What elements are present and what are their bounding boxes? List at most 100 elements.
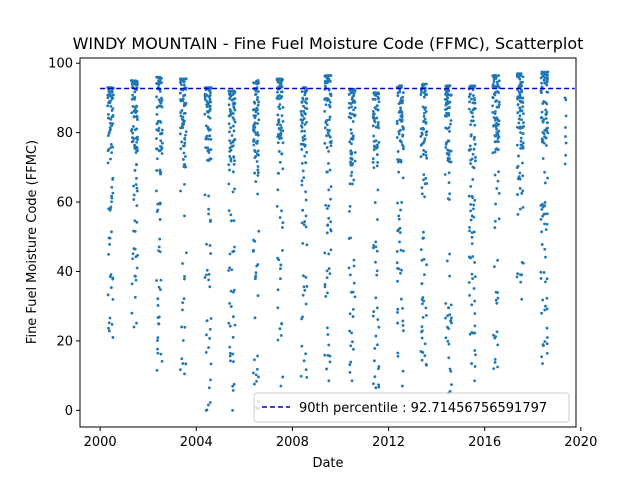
data-point (135, 176, 138, 180)
data-point (179, 114, 183, 118)
data-point (447, 89, 451, 93)
data-point (207, 272, 211, 276)
data-point (134, 183, 138, 186)
data-point (516, 111, 520, 115)
data-point (516, 193, 519, 196)
data-point (183, 141, 187, 145)
y-axis-label: Fine Fuel Moisture Code (FFMC) (25, 140, 40, 344)
data-point (449, 319, 452, 323)
data-point (253, 121, 257, 125)
data-point (278, 103, 282, 106)
data-point (110, 230, 113, 234)
data-point (255, 98, 259, 102)
data-point (421, 105, 425, 109)
data-point (229, 305, 233, 308)
data-point (473, 98, 476, 102)
data-point (327, 379, 331, 383)
data-point (305, 97, 309, 100)
data-point (181, 301, 185, 305)
data-point (543, 247, 547, 251)
data-point (516, 95, 520, 99)
data-point (419, 155, 423, 159)
data-point (183, 372, 186, 376)
data-point (181, 362, 185, 365)
data-point (135, 79, 139, 83)
data-point (230, 98, 234, 102)
data-point (276, 135, 280, 139)
data-point (495, 187, 499, 190)
data-point (106, 161, 110, 165)
data-point (155, 147, 159, 151)
data-point (277, 105, 281, 109)
data-point (446, 99, 449, 103)
data-point (325, 231, 329, 235)
data-point (135, 109, 139, 113)
data-point (300, 221, 304, 225)
data-point (377, 325, 381, 329)
data-point (133, 219, 137, 223)
data-point (424, 313, 428, 317)
data-point (401, 329, 405, 333)
data-point (518, 94, 522, 98)
data-point (347, 266, 351, 270)
y-tick-label: 60 (56, 196, 73, 211)
data-point (256, 133, 260, 137)
data-point (399, 97, 403, 100)
data-point (372, 91, 376, 95)
data-point (373, 201, 377, 204)
data-point (111, 93, 115, 97)
data-point (401, 324, 405, 327)
data-point (495, 301, 499, 305)
data-point (208, 89, 212, 93)
data-point (446, 96, 450, 100)
data-point (374, 386, 378, 390)
data-point (301, 241, 305, 245)
data-point (493, 112, 497, 116)
data-point (131, 136, 134, 139)
data-point (182, 151, 186, 155)
data-point (108, 243, 111, 246)
data-point (470, 242, 474, 246)
data-point (276, 306, 280, 310)
data-point (183, 137, 187, 141)
data-point (130, 311, 134, 315)
data-point (492, 333, 495, 337)
data-point (397, 130, 401, 133)
data-point (329, 197, 332, 201)
data-point (348, 210, 351, 213)
data-point (422, 111, 426, 115)
data-point (374, 260, 377, 264)
data-point (256, 139, 259, 143)
data-point (303, 100, 307, 104)
data-point (111, 114, 115, 117)
data-point (156, 297, 160, 301)
data-point (327, 149, 330, 153)
data-point (542, 271, 546, 274)
data-point (371, 97, 375, 101)
data-point (301, 315, 304, 319)
data-point (111, 122, 115, 126)
data-point (233, 120, 237, 124)
data-point (324, 294, 328, 298)
data-point (469, 123, 473, 127)
data-point (323, 283, 327, 286)
data-point (207, 207, 211, 211)
data-point (497, 74, 501, 77)
data-point (521, 261, 525, 265)
data-point (541, 298, 545, 302)
data-point (256, 96, 260, 99)
data-point (133, 295, 137, 299)
data-point (326, 131, 330, 135)
data-point (521, 132, 525, 135)
data-point (233, 187, 236, 191)
data-point (420, 358, 424, 362)
data-point (256, 168, 260, 172)
data-point (422, 91, 426, 95)
data-point (232, 290, 235, 294)
data-point (181, 118, 185, 122)
data-point (400, 268, 403, 272)
data-point (423, 342, 427, 346)
data-point (305, 150, 309, 154)
data-point (448, 192, 452, 196)
data-point (158, 100, 162, 104)
